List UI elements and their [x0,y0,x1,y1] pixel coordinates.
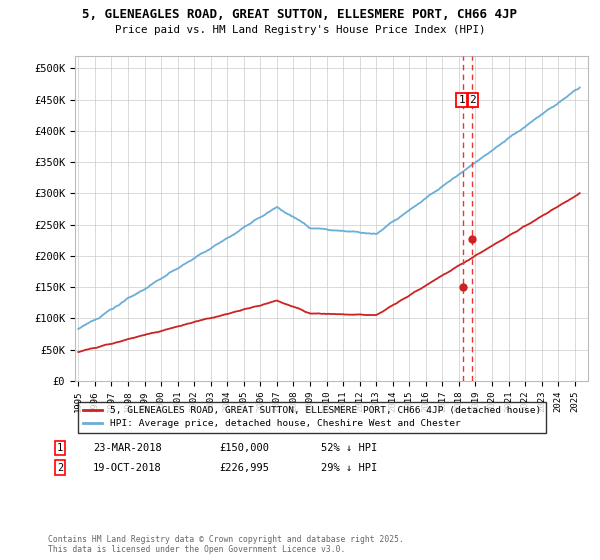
Text: 2: 2 [57,463,63,473]
Text: 23-MAR-2018: 23-MAR-2018 [93,443,162,453]
Text: 19-OCT-2018: 19-OCT-2018 [93,463,162,473]
Text: 1: 1 [57,443,63,453]
Text: £226,995: £226,995 [219,463,269,473]
Text: 5, GLENEAGLES ROAD, GREAT SUTTON, ELLESMERE PORT, CH66 4JP: 5, GLENEAGLES ROAD, GREAT SUTTON, ELLESM… [83,8,517,21]
Text: Contains HM Land Registry data © Crown copyright and database right 2025.
This d: Contains HM Land Registry data © Crown c… [48,535,404,554]
Legend: 5, GLENEAGLES ROAD, GREAT SUTTON, ELLESMERE PORT, CH66 4JP (detached house), HPI: 5, GLENEAGLES ROAD, GREAT SUTTON, ELLESM… [79,402,545,433]
Text: 52% ↓ HPI: 52% ↓ HPI [321,443,377,453]
Text: 2: 2 [470,95,476,105]
Text: 29% ↓ HPI: 29% ↓ HPI [321,463,377,473]
Text: Price paid vs. HM Land Registry's House Price Index (HPI): Price paid vs. HM Land Registry's House … [115,25,485,35]
Text: £150,000: £150,000 [219,443,269,453]
Text: 1: 1 [458,95,465,105]
